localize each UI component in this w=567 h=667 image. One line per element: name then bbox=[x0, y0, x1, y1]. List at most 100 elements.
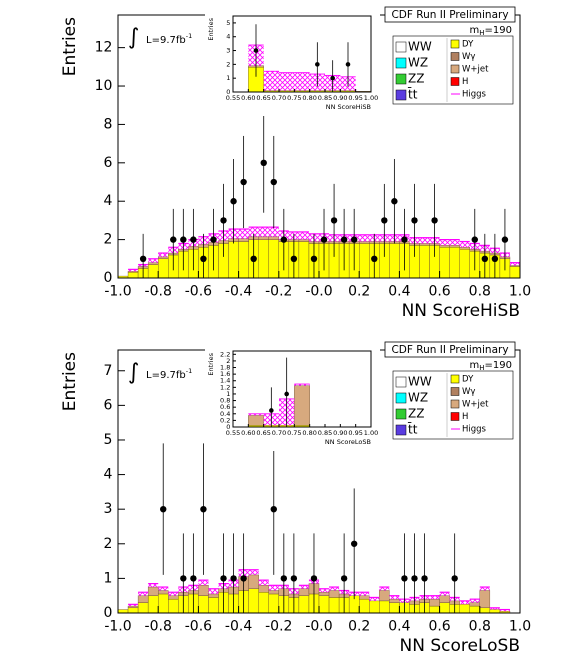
x-tick-label: -0.2 bbox=[265, 283, 292, 299]
hist-bar bbox=[258, 227, 269, 237]
hist-bar bbox=[147, 586, 159, 596]
data-point bbox=[290, 255, 298, 263]
legend-swatch bbox=[450, 374, 460, 384]
data-point bbox=[290, 575, 298, 582]
x-tick-label: 0.75 bbox=[287, 429, 301, 437]
data-point bbox=[481, 255, 489, 263]
data-point bbox=[315, 62, 320, 67]
data-point bbox=[190, 236, 197, 243]
hist-bar bbox=[137, 595, 149, 603]
hist-bar bbox=[148, 258, 159, 263]
x-tick-label: 0.70 bbox=[272, 94, 286, 102]
x-tick-label: -1.0 bbox=[104, 618, 131, 634]
hist-bar bbox=[318, 592, 330, 596]
legend-swatch bbox=[395, 376, 407, 388]
y-tick-label: 6 bbox=[103, 397, 112, 413]
chart-title: CDF Run II Preliminary bbox=[391, 9, 508, 21]
y-tick-label: 0.4 bbox=[220, 410, 230, 418]
y-tick-label: 1 bbox=[226, 390, 230, 398]
hist-bar bbox=[439, 247, 450, 279]
legend-swatch bbox=[395, 57, 407, 69]
chart-title: CDF Run II Preliminary bbox=[391, 344, 508, 356]
x-axis-label: NN ScoreLoSB bbox=[325, 438, 371, 446]
hist-bar bbox=[138, 592, 149, 596]
hist-bar bbox=[157, 258, 169, 279]
y-tick-label: 4 bbox=[103, 467, 112, 483]
x-tick-label: -0.6 bbox=[185, 283, 212, 299]
data-point bbox=[310, 255, 318, 263]
hist-bar bbox=[168, 592, 179, 596]
y-tick-label: 4 bbox=[226, 33, 230, 41]
hist-bar bbox=[379, 600, 390, 614]
hist-bar bbox=[158, 253, 169, 257]
x-axis-label: NN ScoreHiSB bbox=[326, 103, 371, 111]
legend-swatch bbox=[395, 41, 407, 53]
hist-bar bbox=[248, 227, 259, 237]
legend-label: WW bbox=[408, 40, 432, 54]
data-point bbox=[230, 198, 237, 205]
y-axis-label: Entries bbox=[207, 352, 215, 375]
hist-bar bbox=[117, 609, 129, 614]
y-tick-label: 5 bbox=[103, 432, 112, 448]
data-point bbox=[411, 575, 418, 582]
hist-bar bbox=[509, 266, 521, 279]
hist-bar bbox=[127, 607, 139, 614]
data-point bbox=[260, 159, 267, 167]
hist-bar bbox=[147, 262, 159, 265]
hist-bar bbox=[419, 245, 430, 279]
hist-bar bbox=[298, 231, 309, 240]
data-point bbox=[180, 575, 187, 582]
hist-bar bbox=[268, 593, 280, 614]
hist-bar bbox=[328, 597, 340, 614]
hist-bar bbox=[469, 599, 480, 603]
hist-bar bbox=[127, 271, 139, 273]
hist-bar bbox=[459, 249, 470, 279]
x-axis-label: NN ScoreHiSB bbox=[402, 301, 520, 321]
hist-bar bbox=[258, 580, 269, 586]
y-tick-label: 0.6 bbox=[220, 403, 230, 411]
data-point bbox=[220, 575, 227, 582]
data-point bbox=[270, 505, 277, 513]
hist-bar bbox=[268, 590, 280, 595]
mass-label-part: H bbox=[479, 364, 484, 372]
legend-swatch bbox=[450, 77, 460, 86]
legend-label: WZ bbox=[408, 56, 428, 70]
hist-bar bbox=[248, 588, 259, 614]
mass-label-part: =190 bbox=[485, 360, 512, 371]
hist-bar bbox=[328, 590, 340, 598]
data-point bbox=[401, 575, 408, 582]
data-point bbox=[270, 178, 277, 186]
hist-bar bbox=[208, 593, 219, 598]
hist-bar bbox=[263, 71, 279, 91]
legend-label: WZ bbox=[408, 391, 428, 405]
data-point bbox=[139, 255, 147, 263]
hist-bar bbox=[127, 605, 139, 609]
hist-bar bbox=[258, 585, 269, 593]
x-tick-label: 0.85 bbox=[318, 94, 332, 102]
lumi-label: L=9.7fb-1 bbox=[146, 32, 192, 46]
data-point bbox=[190, 575, 197, 582]
hist-bar bbox=[359, 592, 370, 596]
hist-bar bbox=[158, 587, 169, 591]
legend-label: Wγ bbox=[462, 387, 475, 397]
x-tick-label: -0.0 bbox=[305, 618, 332, 634]
hist-bar bbox=[359, 243, 370, 279]
y-tick-label: 0.2 bbox=[220, 416, 230, 424]
x-tick-label: 0.4 bbox=[388, 618, 410, 634]
hist-bar bbox=[147, 595, 159, 614]
hist-bar bbox=[294, 385, 310, 426]
x-tick-label: 1.00 bbox=[364, 94, 378, 102]
y-axis-label: Entries bbox=[207, 17, 215, 40]
hist-bar bbox=[238, 238, 249, 242]
y-tick-label: 2.2 bbox=[220, 350, 230, 358]
legend-label: WW bbox=[408, 375, 432, 389]
x-tick-label: -0.4 bbox=[225, 618, 252, 634]
data-point bbox=[180, 236, 187, 243]
hist-bar bbox=[157, 590, 169, 595]
legend-swatch bbox=[395, 408, 407, 420]
legend-label: H bbox=[462, 77, 468, 87]
title-box bbox=[384, 341, 516, 358]
hist-bar bbox=[127, 272, 139, 279]
x-tick-label: -0.8 bbox=[145, 618, 172, 634]
hist-bar bbox=[479, 590, 491, 609]
